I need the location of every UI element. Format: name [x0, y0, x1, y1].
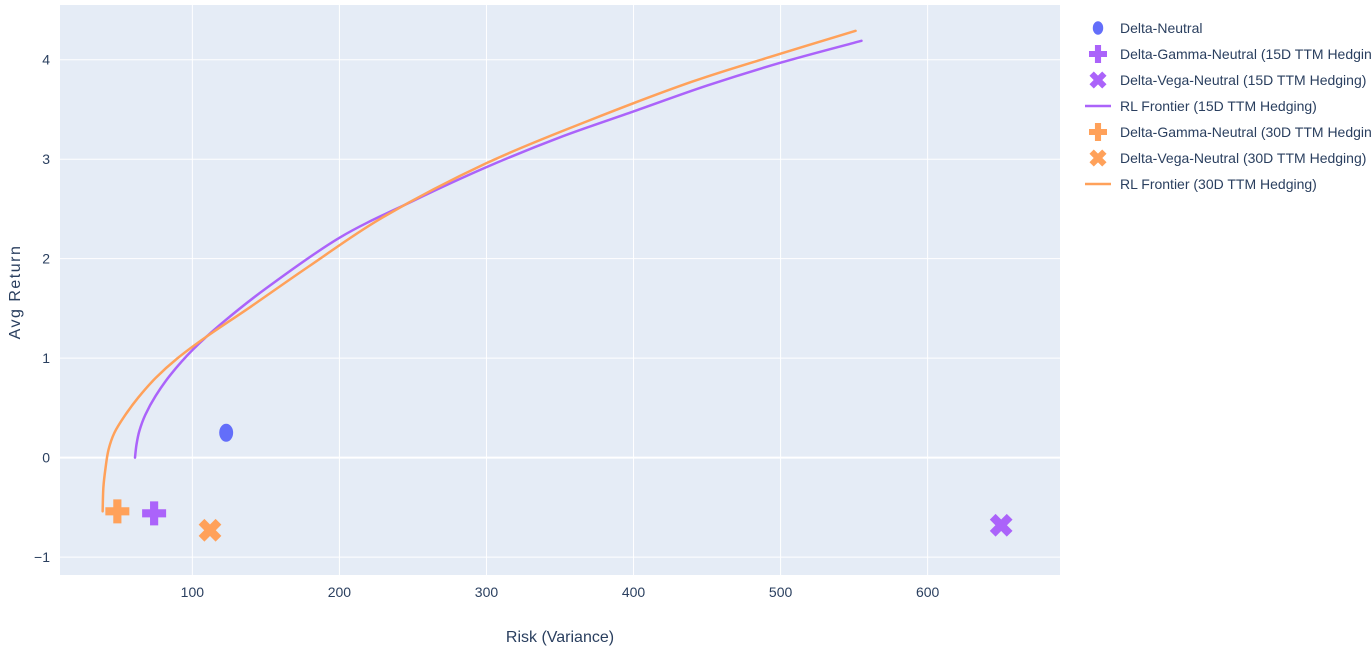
frontier-line	[133, 39, 863, 459]
y-tick-label: 1	[42, 350, 50, 366]
legend-label: Delta-Vega-Neutral (30D TTM Hedging)	[1120, 150, 1366, 166]
y-tick-label: −1	[34, 549, 50, 565]
y-tick-label: 3	[42, 151, 50, 167]
legend-marker-swatch	[1089, 149, 1107, 167]
data-series	[101, 29, 1013, 542]
data-point-circle	[219, 423, 234, 442]
y-axis-title: Avg Return	[7, 245, 24, 340]
y-tick-label: 4	[42, 52, 50, 68]
x-tick-label: 600	[916, 584, 940, 600]
legend-item[interactable]: Delta-Vega-Neutral (15D TTM Hedging)	[1085, 67, 1366, 92]
legend-item[interactable]: Delta-Neutral	[1092, 20, 1203, 36]
data-point-cross	[142, 501, 167, 526]
legend-item[interactable]: RL Frontier (15D TTM Hedging)	[1085, 98, 1317, 114]
legend: Delta-Neutral Delta-Gamma-Neutral (15D TT…	[1085, 20, 1372, 192]
legend-marker-swatch	[1089, 71, 1107, 89]
x-tick-label: 400	[622, 584, 646, 600]
x-tick-label: 500	[769, 584, 793, 600]
legend-label: Delta-Neutral	[1120, 20, 1202, 36]
legend-marker-swatch	[1089, 45, 1107, 63]
legend-marker-swatch	[1089, 123, 1107, 141]
x-tick-label: 300	[475, 584, 499, 600]
x-tick-label: 100	[181, 584, 205, 600]
legend-marker-swatch	[1092, 21, 1104, 35]
x-tick-label: 200	[328, 584, 352, 600]
data-point-x	[989, 513, 1013, 537]
legend-label: RL Frontier (30D TTM Hedging)	[1120, 176, 1317, 192]
x-axis-title: Risk (Variance)	[506, 629, 614, 646]
legend-item[interactable]: RL Frontier (30D TTM Hedging)	[1085, 176, 1317, 192]
legend-label: RL Frontier (15D TTM Hedging)	[1120, 98, 1317, 114]
plot-background	[60, 5, 1060, 575]
y-tick-label: 0	[42, 450, 50, 466]
legend-label: Delta-Gamma-Neutral (15D TTM Hedging)	[1120, 46, 1372, 62]
legend-label: Delta-Gamma-Neutral (30D TTM Hedging)	[1120, 124, 1372, 140]
data-point-x	[198, 518, 222, 542]
legend-item[interactable]: Delta-Gamma-Neutral (15D TTM Hedging)	[1089, 45, 1372, 63]
frontier-line	[101, 29, 857, 513]
legend-item[interactable]: Delta-Vega-Neutral (30D TTM Hedging)	[1085, 145, 1366, 170]
gridlines	[60, 5, 1060, 575]
tick-labels: 100 200 300 400 500 600 −1 0 1 2 3 4	[34, 52, 940, 600]
legend-label: Delta-Vega-Neutral (15D TTM Hedging)	[1120, 72, 1366, 88]
y-tick-label: 2	[42, 251, 50, 267]
data-point-cross	[105, 499, 130, 524]
legend-item[interactable]: Delta-Gamma-Neutral (30D TTM Hedging)	[1089, 123, 1372, 141]
